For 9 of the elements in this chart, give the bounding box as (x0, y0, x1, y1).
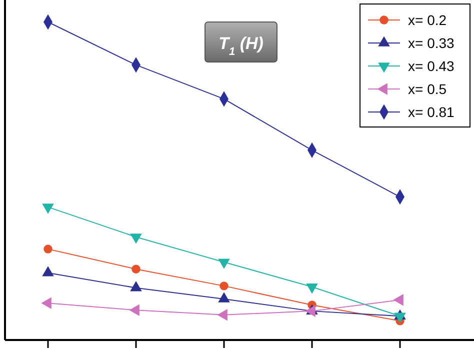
legend-label: x= 0.2 (408, 12, 447, 28)
legend-label: x= 0.43 (408, 58, 455, 74)
legend-label: x= 0.5 (408, 81, 447, 97)
legend-label: x= 0.33 (408, 35, 455, 51)
point (132, 264, 140, 274)
legend-label: x= 0.81 (408, 104, 455, 120)
text: T$_{1}$ (H) (218, 34, 264, 58)
point (44, 244, 52, 254)
point (220, 282, 228, 290)
